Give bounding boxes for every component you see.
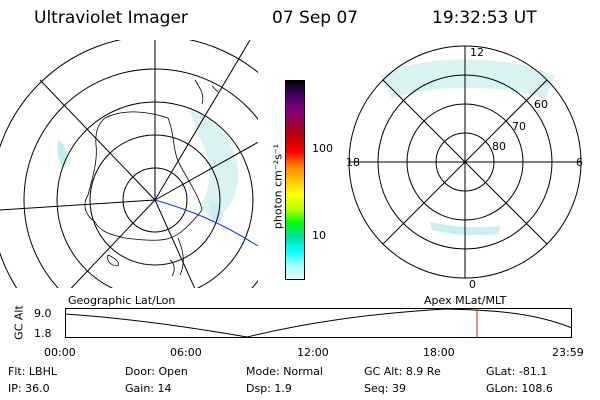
left-map-label: Geographic Lat/Lon	[68, 294, 176, 307]
colorbar	[285, 80, 305, 280]
altitude-ytick-top: 9.0	[34, 307, 52, 320]
altitude-ylabel: GC Alt	[12, 305, 26, 340]
date-readout: 07 Sep 07	[272, 8, 359, 28]
time-tick-4: 23:59	[552, 346, 584, 359]
gain-label: Gain:	[125, 382, 154, 395]
mlt-label-right: 6	[576, 156, 583, 169]
altitude-ytick-bottom: 1.8	[34, 327, 52, 340]
glon-label: GLon:	[486, 382, 518, 395]
seq-label: Seq:	[364, 382, 389, 395]
glon-value: 108.6	[521, 382, 553, 395]
glat-label: GLat:	[486, 365, 516, 378]
seq-value: 39	[391, 382, 406, 395]
app-title: Ultraviolet Imager	[34, 8, 188, 28]
gcalt-value: 8.9 Re	[405, 365, 441, 378]
magnetic-map	[348, 45, 582, 279]
mode-value: Normal	[283, 365, 323, 378]
gcalt-label: GC Alt:	[364, 365, 403, 378]
dsp-label: Dsp:	[246, 382, 271, 395]
ip-label: IP:	[8, 382, 22, 395]
right-map-label: Apex MLat/MLT	[424, 294, 507, 307]
dsp-value: 1.9	[274, 382, 292, 395]
mlat-label-70: 70	[512, 120, 526, 133]
colorbar-axis-label: photon cm⁻²s⁻¹	[271, 143, 285, 230]
flt-value: LBHL	[28, 365, 57, 378]
altitude-curve	[64, 308, 573, 338]
time-readout: 19:32:53 UT	[432, 8, 537, 28]
ip-value: 36.0	[25, 382, 50, 395]
colorbar-tick-10: 10	[312, 229, 326, 242]
mode-label: Mode:	[246, 365, 280, 378]
time-tick-0: 00:00	[44, 346, 76, 359]
door-value: Open	[158, 365, 188, 378]
mlt-label-left: 18	[346, 156, 360, 169]
mlat-label-60: 60	[534, 98, 548, 111]
mlt-label-top: 12	[470, 46, 484, 59]
glat-value: -81.1	[518, 365, 548, 378]
time-tick-1: 06:00	[170, 346, 202, 359]
door-label: Door:	[125, 365, 155, 378]
time-tick-3: 18:00	[423, 346, 455, 359]
mlat-label-80: 80	[492, 140, 506, 153]
flt-label: Flt:	[8, 365, 26, 378]
gain-value: 14	[157, 382, 172, 395]
colorbar-tick-100: 100	[312, 142, 333, 155]
geographic-map	[0, 40, 258, 288]
mlt-label-bottom: 0	[469, 278, 476, 291]
altitude-plot	[64, 308, 573, 338]
time-tick-2: 12:00	[297, 346, 329, 359]
